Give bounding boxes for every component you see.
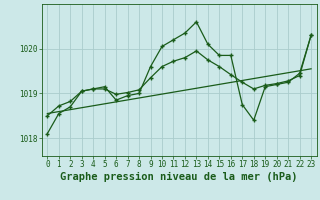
X-axis label: Graphe pression niveau de la mer (hPa): Graphe pression niveau de la mer (hPa) (60, 172, 298, 182)
